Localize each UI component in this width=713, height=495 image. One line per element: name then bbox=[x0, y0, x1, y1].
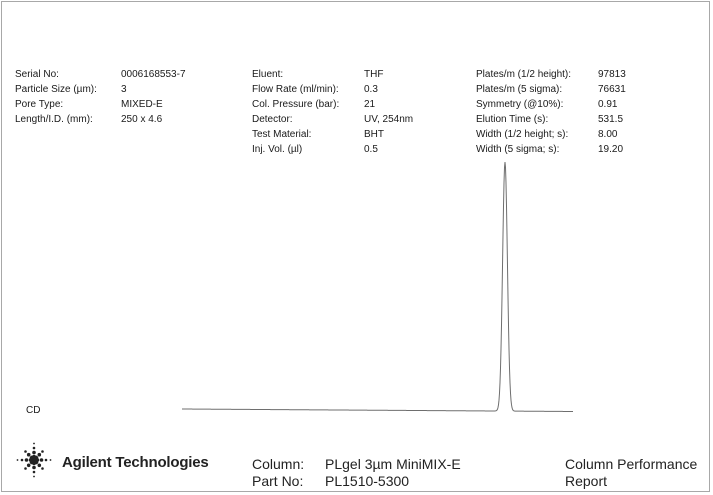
param-value: 0.5 bbox=[364, 144, 378, 155]
param-label: Flow Rate (ml/min): bbox=[252, 84, 339, 95]
param-value: 3 bbox=[121, 84, 127, 95]
param-label: Elution Time (s): bbox=[476, 114, 549, 125]
detector-axis-label: CD bbox=[26, 405, 41, 416]
param-value: THF bbox=[364, 69, 384, 80]
column-value: PLgel 3µm MiniMIX-E bbox=[325, 456, 461, 472]
param-value: 0006168553-7 bbox=[121, 69, 186, 80]
param-label: Serial No: bbox=[15, 69, 59, 80]
param-value: 8.00 bbox=[598, 129, 618, 140]
param-label: Test Material: bbox=[252, 129, 312, 140]
param-label: Particle Size (µm): bbox=[15, 84, 97, 95]
param-value: MIXED-E bbox=[121, 99, 163, 110]
param-label: Plates/m (5 sigma): bbox=[476, 84, 563, 95]
param-label: Detector: bbox=[252, 114, 293, 125]
column-label: Column: bbox=[252, 456, 305, 472]
agilent-spark-icon bbox=[14, 440, 54, 480]
param-value: UV, 254nm bbox=[364, 114, 414, 125]
param-label: Eluent: bbox=[252, 69, 284, 80]
param-label: Width (1/2 height; s): bbox=[476, 129, 569, 140]
param-value: 0.91 bbox=[598, 99, 618, 110]
param-value: 97813 bbox=[598, 69, 626, 80]
part-value: PL1510-5300 bbox=[325, 473, 410, 489]
param-value: 250 x 4.6 bbox=[121, 114, 163, 125]
param-label: Inj. Vol. (µl) bbox=[252, 144, 303, 155]
param-label: Symmetry (@10%): bbox=[476, 99, 564, 110]
param-value: BHT bbox=[364, 129, 384, 140]
param-value: 21 bbox=[364, 99, 376, 110]
param-label: Width (5 sigma; s): bbox=[476, 144, 560, 155]
part-label: Part No: bbox=[252, 473, 304, 489]
param-value: 76631 bbox=[598, 84, 626, 95]
report-title: Column Performance Report bbox=[565, 456, 698, 489]
param-label: Length/I.D. (mm): bbox=[15, 114, 93, 125]
company-name: Agilent Technologies bbox=[62, 454, 209, 471]
param-label: Col. Pressure (bar): bbox=[252, 99, 340, 110]
param-value: 531.5 bbox=[598, 114, 624, 125]
param-label: Pore Type: bbox=[15, 99, 64, 110]
param-value: 0.3 bbox=[364, 84, 378, 95]
param-value: 19.20 bbox=[598, 144, 624, 155]
param-label: Plates/m (1/2 height): bbox=[476, 69, 572, 80]
